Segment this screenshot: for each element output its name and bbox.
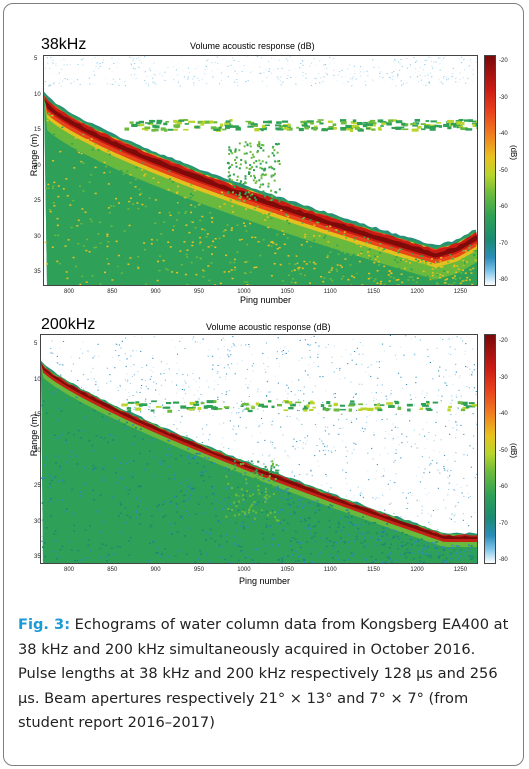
panel2-y-tick-25: 25 [34,483,41,489]
seabed-echo [44,91,477,285]
panel2-x-axis-label: Ping number [239,576,291,586]
panel2-x-tick-1050: 1050 [280,567,294,573]
panel2-echogram-image [41,335,477,563]
panel2-colorbar-tick-minus50: -50 [499,447,508,454]
fish-plume [225,460,280,522]
panel1-x-tick-800: 800 [64,289,75,295]
panel1-title: Volume acoustic response (dB) [190,41,315,51]
figure-caption-label: Fig. 3: [18,616,71,633]
panel1-y-tick-25: 25 [34,198,41,204]
water-column-noise [44,56,477,87]
panel1-colorbar-tick-minus60: -60 [499,204,508,210]
panel2-x-tick-1000: 1000 [237,567,251,573]
scattering-layer [124,119,477,133]
panel2-colorbar-tick-minus60: -60 [499,484,508,490]
panel2-colorbar-tick-minus30: -30 [499,374,508,381]
panel1-colorbar [484,55,496,286]
panel1-y-tick-30: 30 [34,233,41,240]
panel1-x-tick-1200: 1200 [410,289,424,295]
panel2-x-tick-950: 950 [193,567,204,573]
panel2-colorbar-tick-minus70: -70 [499,520,508,527]
panel1-colorbar-tick-minus30: -30 [499,94,508,101]
panel1-echogram [43,55,478,286]
panel1-x-axis-label: Ping number [240,295,292,305]
panel1-y-tick-20: 20 [34,162,41,169]
panel1-x-tick-1100: 1100 [323,289,337,295]
panel1-y-tick-5: 5 [34,56,38,62]
panel2-x-tick-1100: 1100 [323,567,337,573]
panel2-x-tick-1200: 1200 [410,567,424,573]
panel2-frequency-label: 200kHz [41,316,96,333]
panel2-x-tick-1250: 1250 [453,567,468,573]
panel1-frequency-label: 38kHz [41,36,87,53]
panel2-y-tick-5: 5 [34,341,38,347]
panel2-y-tick-20: 20 [34,447,41,454]
panel2-colorbar [484,334,496,564]
panel2-x-tick-900: 900 [150,567,161,573]
panel1-y-axis-label: Range (m) [29,133,39,177]
panel2-colorbar-label: (dB) [509,442,519,459]
figure-caption-text: Echograms of water column data from Kong… [18,616,509,731]
panel1-colorbar-tick-minus70: -70 [499,240,508,247]
panel2-y-tick-10: 10 [34,376,41,383]
panel1-echogram-image [44,56,477,285]
panel1-colorbar-label: (dB) [509,144,519,161]
panel1-x-tick-1000: 1000 [237,289,251,295]
sub-bottom-texture [41,388,477,563]
panel2-colorbar-tick-minus80: -80 [499,557,508,563]
fish-plume [226,141,281,203]
panel2-echogram [40,334,478,564]
panel1-x-tick-850: 850 [107,289,118,295]
panel1-y-tick-35: 35 [34,269,41,275]
panel1-colorbar-tick-minus40: -40 [499,131,508,137]
panel2-x-tick-800: 800 [64,567,75,573]
panel2-x-tick-1150: 1150 [367,567,380,573]
panel2-colorbar-tick-minus40: -40 [499,411,508,417]
panel2-y-tick-35: 35 [34,554,41,560]
panel1-colorbar-tick-minus20: -20 [499,58,508,64]
panel2-title: Volume acoustic response (dB) [206,322,331,332]
panel1-y-tick-15: 15 [34,127,41,133]
panel1-colorbar-tick-minus50: -50 [499,167,508,174]
panel1-x-tick-1050: 1050 [280,289,294,295]
panel1-y-tick-10: 10 [34,91,41,98]
panel2-y-tick-15: 15 [34,412,41,418]
panel2-y-tick-30: 30 [34,518,41,525]
seabed-echo [41,360,477,563]
sub-bottom-texture [44,112,477,285]
panel1-x-tick-1150: 1150 [367,289,380,295]
scattering-layer [121,400,477,413]
panel1-x-tick-900: 900 [150,289,161,295]
panel2-x-tick-850: 850 [107,567,118,573]
panel1-x-tick-950: 950 [193,289,204,295]
panel1-x-tick-1250: 1250 [453,289,468,295]
panel2-colorbar-tick-minus20: -20 [499,338,508,344]
figure-caption: Fig. 3: Echograms of water column data f… [18,613,513,736]
panel1-colorbar-tick-minus80: -80 [499,277,508,283]
